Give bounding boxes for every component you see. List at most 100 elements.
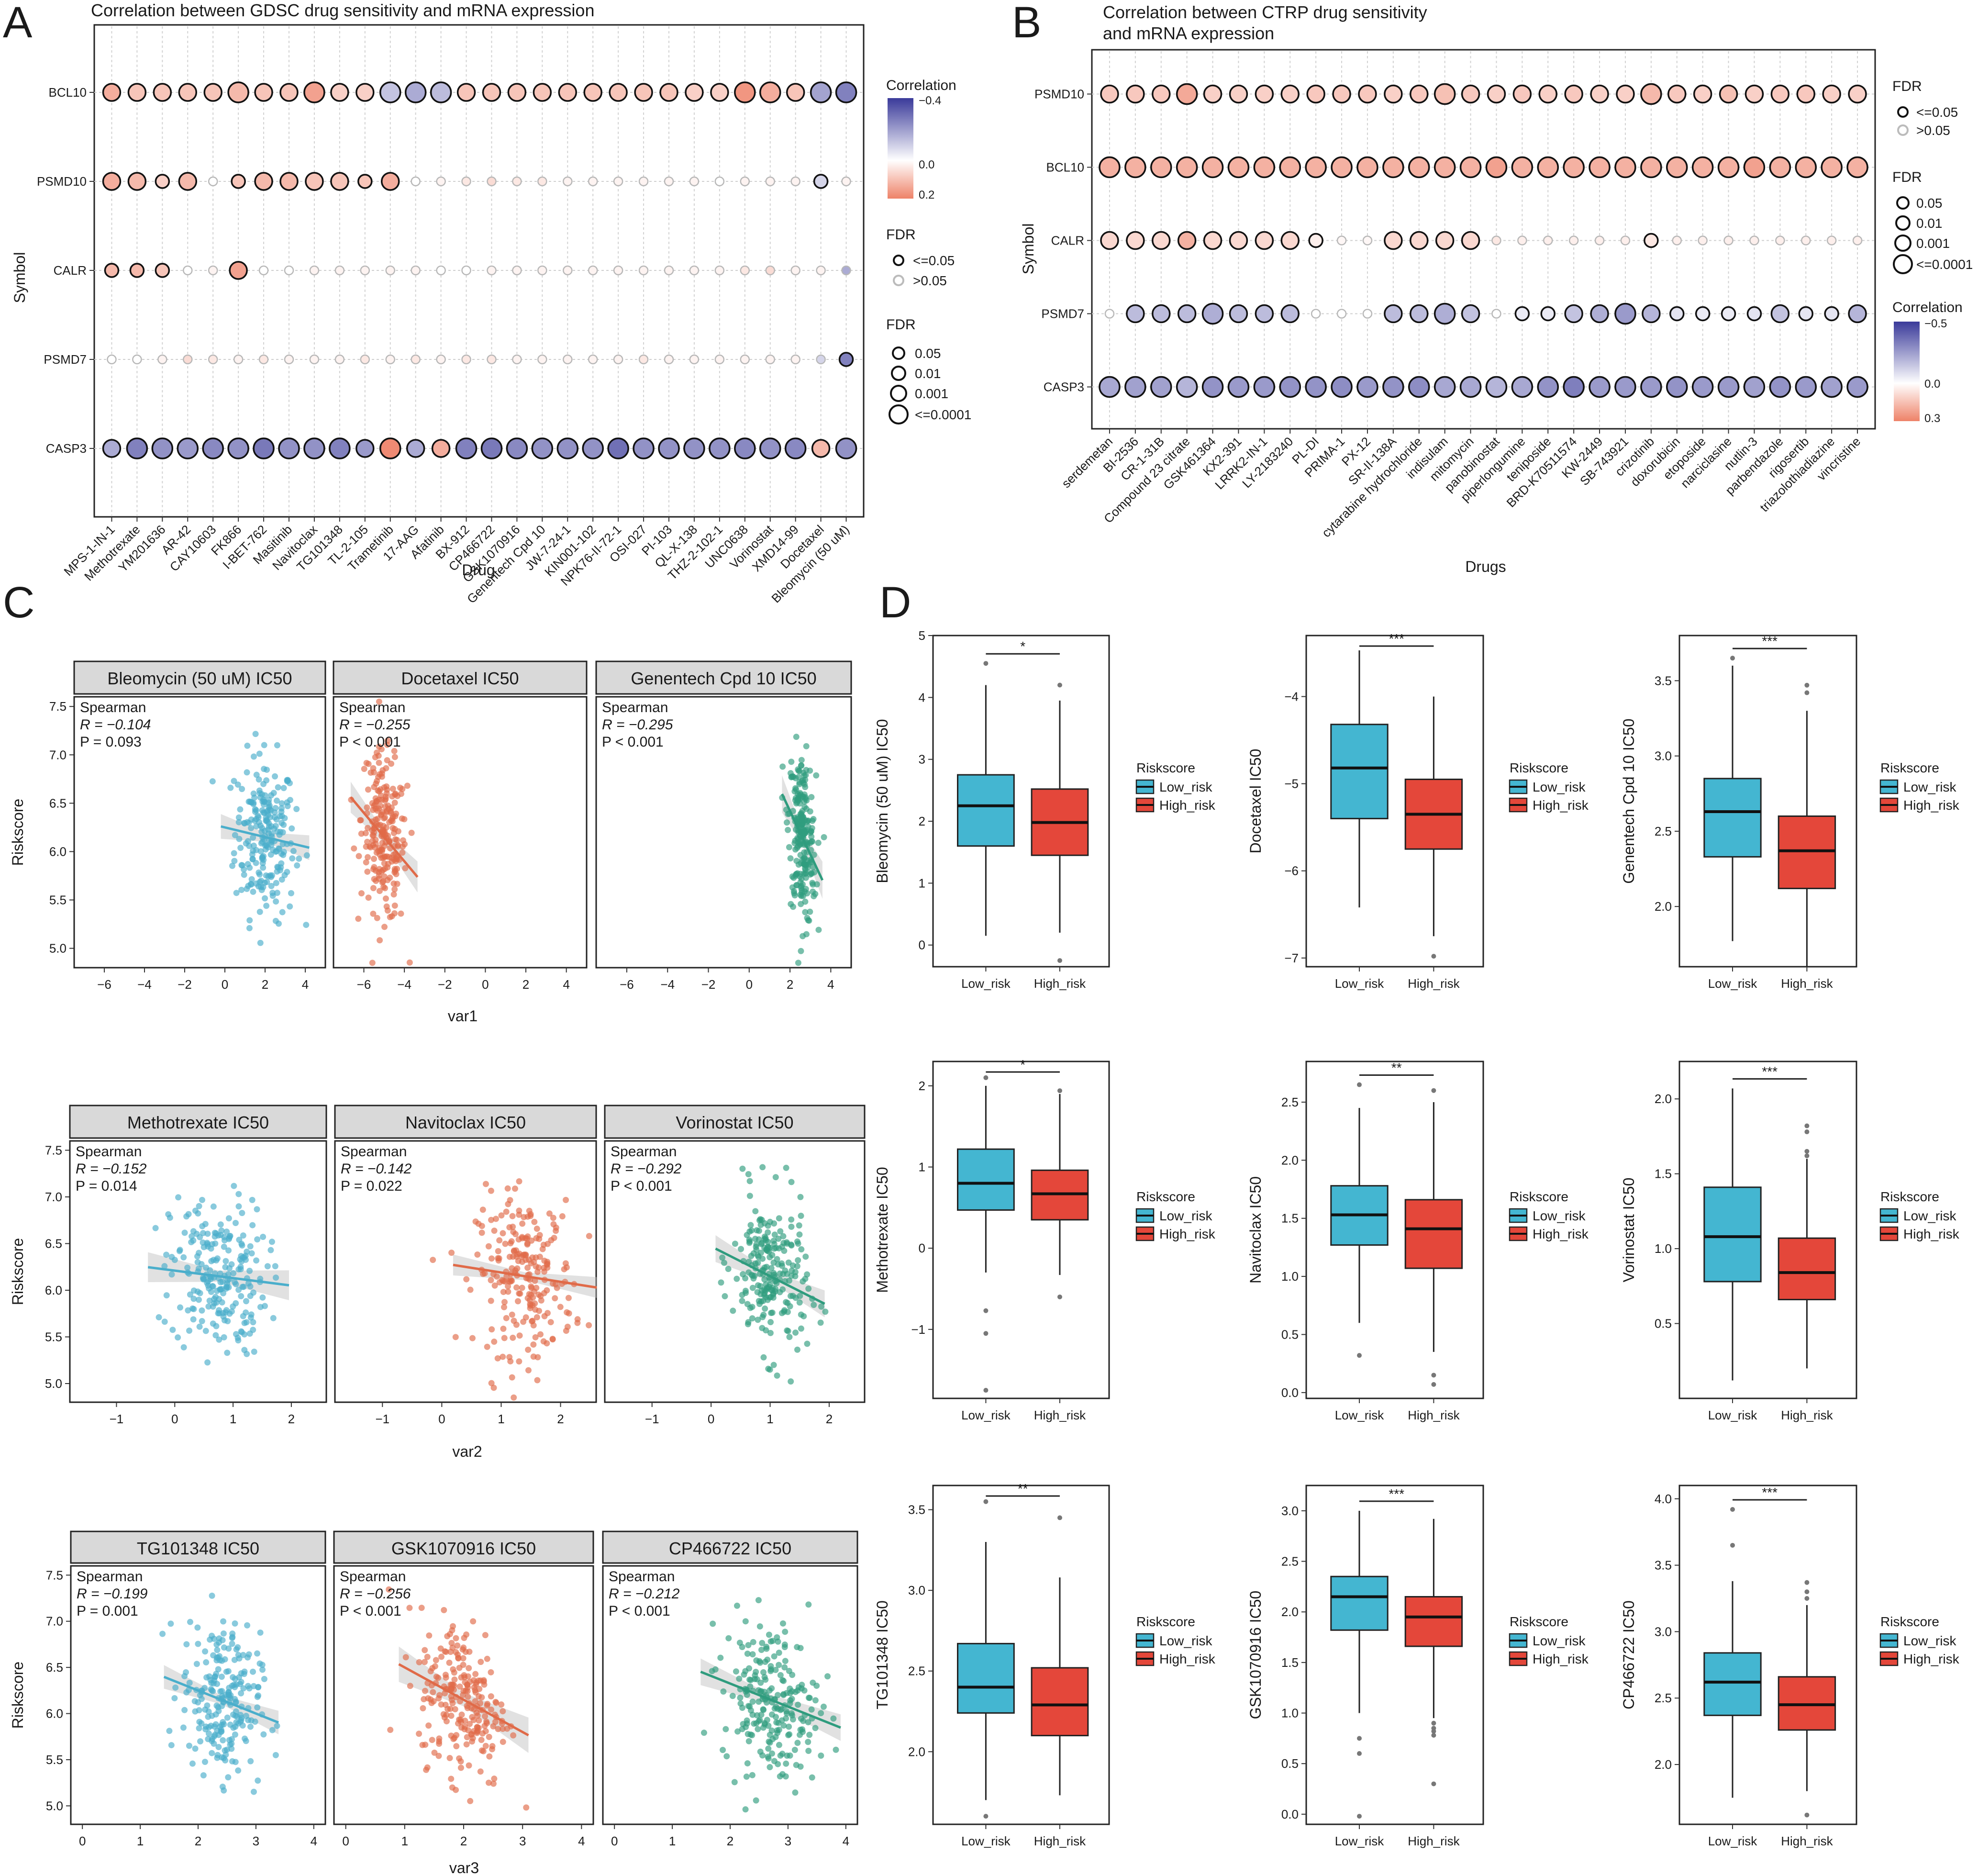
scatter-point <box>720 1688 727 1695</box>
scatter-point <box>755 1317 761 1323</box>
outlier-point <box>1431 1382 1436 1387</box>
scatter-point <box>506 1354 513 1361</box>
dot <box>330 172 349 191</box>
dot <box>1644 233 1659 248</box>
legend-b-tick: 0.0 <box>1924 378 1940 391</box>
dot <box>1104 309 1115 319</box>
scatter-point <box>249 851 256 858</box>
stat-p: P < 0.001 <box>339 734 401 750</box>
legend-label: High_risk <box>1903 798 1960 813</box>
scatter-point <box>252 817 258 824</box>
scatter-point <box>746 1178 753 1184</box>
scatter-point <box>260 1731 267 1738</box>
dot <box>482 83 501 102</box>
y-tick-label: 1 <box>919 876 925 890</box>
dot <box>404 81 427 103</box>
scatter-point <box>758 1711 765 1718</box>
dot <box>1563 376 1585 398</box>
scatter-point <box>529 1302 536 1308</box>
scatter-point <box>797 791 804 798</box>
scatter-point <box>524 1240 531 1247</box>
dot <box>1362 235 1373 246</box>
facet-title: CP466722 IC50 <box>669 1539 791 1558</box>
scatter-point <box>503 1315 510 1321</box>
scatter-point <box>246 1330 253 1337</box>
scatter-point <box>231 858 238 864</box>
dot <box>1543 235 1553 246</box>
outlier-point <box>1057 1294 1062 1299</box>
scatter-point <box>250 888 256 895</box>
y-tick-label: 5.0 <box>46 1798 63 1813</box>
dot <box>1822 84 1841 104</box>
scatter-point <box>365 894 372 901</box>
scatter-point <box>813 881 820 888</box>
scatter-point <box>763 1263 770 1270</box>
scatter-point <box>250 834 256 841</box>
outlier-point <box>983 1499 989 1504</box>
scatter-point <box>278 860 285 867</box>
scatter-point <box>261 1675 267 1682</box>
dot <box>710 83 729 102</box>
y-tick-label: 7.5 <box>49 699 67 714</box>
scatter-point <box>509 1213 516 1219</box>
scatter-point <box>169 1327 176 1333</box>
outlier-point <box>1057 1088 1062 1094</box>
scatter-point <box>190 1237 197 1244</box>
stat-method: Spearman <box>609 1569 675 1585</box>
scatter-point <box>237 1681 244 1687</box>
dot <box>1280 84 1300 104</box>
dot <box>1821 156 1843 179</box>
dot <box>512 265 522 276</box>
scatter-point <box>239 1210 245 1217</box>
scatter-point <box>211 1723 218 1730</box>
facet-strip <box>70 1530 326 1564</box>
scatter-point <box>406 959 413 966</box>
x-tick-label: −1 <box>110 1412 124 1426</box>
scatter-point <box>425 1722 432 1729</box>
scatter-point <box>525 1346 532 1353</box>
scatter-point <box>257 848 264 855</box>
dot <box>1821 376 1843 398</box>
panel-b-label: B <box>1012 0 1041 47</box>
scatter-point <box>783 1164 789 1171</box>
dot <box>231 174 246 189</box>
dot <box>634 83 653 102</box>
scatter-point <box>808 833 815 840</box>
scatter-point <box>786 844 792 850</box>
scatter-point <box>777 1270 783 1277</box>
dot <box>607 437 629 459</box>
x-tick-label: Low_risk <box>1335 1408 1385 1422</box>
x-tick-label: Low_risk <box>961 976 1011 991</box>
scatter-point <box>247 1243 254 1250</box>
scatter-point <box>466 1665 472 1672</box>
scatter-point <box>798 901 804 907</box>
scatter-point <box>514 1251 521 1258</box>
scatter-point <box>795 1684 802 1691</box>
scatter-point <box>229 1758 235 1764</box>
scatter-point <box>503 1208 510 1215</box>
scatter-point <box>253 823 260 829</box>
scatter-point <box>734 1728 741 1735</box>
panel-a-label: A <box>3 0 33 47</box>
scatter-point <box>802 784 809 791</box>
scatter-point <box>798 762 804 769</box>
scatter-point <box>534 1269 541 1275</box>
stat-r: R = −0.152 <box>76 1161 147 1177</box>
y-tick-label: 7.0 <box>46 1614 63 1629</box>
scatter-point <box>214 1647 221 1653</box>
scatter-point <box>802 1253 809 1260</box>
x-tick-label: 0 <box>482 977 489 992</box>
scatter-point <box>767 1366 773 1373</box>
dot <box>1485 376 1508 398</box>
dot <box>1537 156 1559 179</box>
dot <box>253 437 275 459</box>
scatter-point <box>448 1712 455 1719</box>
scatter-point <box>541 1264 547 1271</box>
scatter-point <box>358 890 365 897</box>
scatter-point <box>446 1630 453 1637</box>
dot <box>512 354 522 365</box>
dot <box>659 83 678 102</box>
x-tick-label: Low_risk <box>1708 1834 1758 1848</box>
scatter-point <box>180 1254 187 1261</box>
scatter-point <box>251 1349 257 1355</box>
